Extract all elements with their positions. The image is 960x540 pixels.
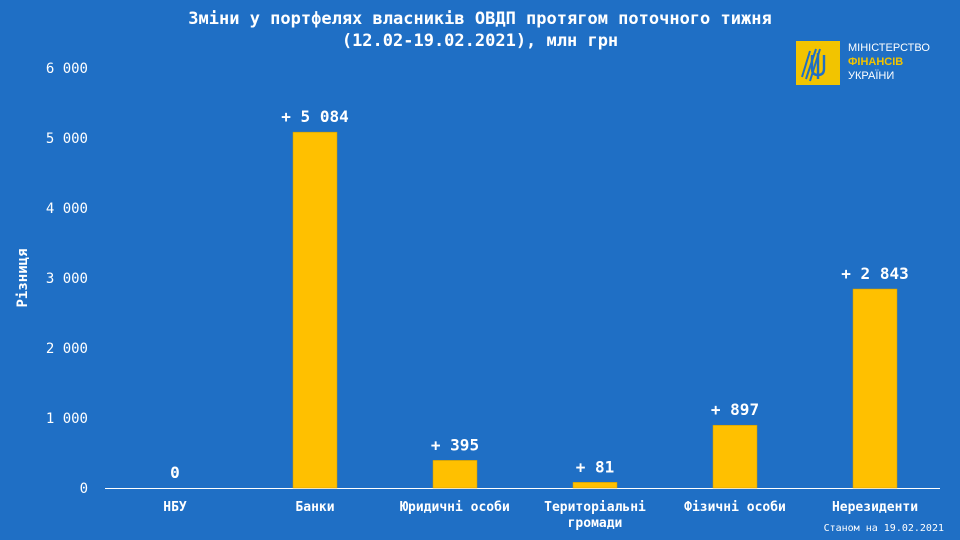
y-tick-label: 3 000 — [46, 271, 88, 287]
y-tick-label: 5 000 — [46, 131, 88, 147]
y-tick-label: 4 000 — [46, 201, 88, 217]
data-label-3: + 395 — [431, 435, 479, 454]
bar-3 — [432, 460, 478, 489]
y-tick-label: 2 000 — [46, 341, 88, 357]
data-label-6: + 2 843 — [841, 264, 908, 283]
trident-emblem-icon — [796, 41, 840, 85]
ministry-logo: МІНІСТЕРСТВО ФІНАНСІВ УКРАЇНИ — [796, 41, 946, 87]
chart-title: Зміни у портфелях власників ОВДП протяго… — [0, 8, 960, 52]
x-tick-label: Територіальні — [544, 500, 646, 515]
x-tick-label: Фізичні особи — [684, 500, 786, 515]
data-label-4: + 81 — [576, 457, 615, 476]
x-tick-label: Нерезиденти — [832, 500, 918, 515]
ministry-name-line-3: УКРАЇНИ — [848, 70, 895, 82]
bar-5 — [712, 424, 758, 489]
y-tick-label: 6 000 — [46, 61, 88, 77]
ministry-name-line-2: ФІНАНСІВ — [848, 56, 904, 68]
chart-title-line-2: (12.02-19.02.2021), млн грн — [341, 31, 619, 51]
data-label-2: + 5 084 — [281, 107, 348, 126]
as-of-date-note: Станом на 19.02.2021 — [823, 523, 944, 534]
ministry-name-line-1: МІНІСТЕРСТВО — [848, 42, 930, 54]
chart-title-line-1: Зміни у портфелях власників ОВДП протяго… — [188, 9, 772, 29]
bar-2 — [292, 131, 338, 489]
x-tick-label: НБУ — [163, 500, 187, 515]
x-tick-label: громади — [568, 516, 623, 531]
data-label-1: 0 — [170, 463, 180, 482]
x-tick-label: Банки — [295, 500, 334, 515]
y-axis-label: Різниця — [15, 248, 31, 307]
y-axis-ticks: 0 1 000 2 000 3 000 4 000 5 000 6 000 — [46, 61, 88, 497]
x-tick-label: Юридичні особи — [400, 500, 510, 515]
bar-6 — [852, 288, 898, 489]
data-labels-group: 0 + 5 084 + 395 + 81 + 897 + 2 843 — [170, 107, 909, 482]
y-tick-label: 1 000 — [46, 411, 88, 427]
bar-4 — [572, 482, 618, 489]
x-axis-labels: НБУ Банки Юридичні особи Територіальнігрома… — [163, 500, 918, 531]
ministry-name: МІНІСТЕРСТВО ФІНАНСІВ УКРАЇНИ — [848, 41, 930, 83]
data-label-5: + 897 — [711, 400, 759, 419]
y-tick-label: 0 — [80, 481, 88, 497]
bars-group — [292, 131, 898, 489]
